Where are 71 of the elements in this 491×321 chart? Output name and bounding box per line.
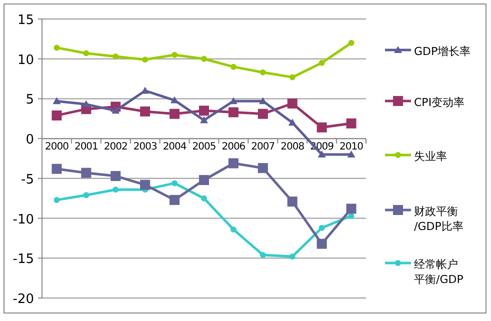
legend-label: 财政平衡/GDP比率 (414, 205, 464, 233)
point (54, 196, 60, 203)
point (260, 69, 266, 76)
point (82, 100, 90, 108)
point (52, 97, 61, 104)
point (287, 196, 298, 207)
point (258, 97, 267, 104)
point (112, 106, 120, 114)
x-tick-label: 2010 (340, 142, 364, 153)
legend-label: 失业率 (414, 150, 447, 163)
point (170, 194, 180, 205)
point (258, 163, 268, 174)
y-tick-label: 5 (26, 92, 34, 108)
x-tick-label: 2001 (74, 142, 98, 153)
point (318, 60, 325, 66)
point (346, 204, 356, 214)
x-tick-label: 2004 (162, 142, 186, 153)
point (289, 254, 296, 260)
point (201, 56, 207, 62)
point (172, 180, 178, 186)
x-tick-label: 2005 (192, 142, 216, 153)
x-tick-label: 2003 (133, 142, 157, 153)
y-tick-label: 15 (17, 13, 34, 28)
point (81, 168, 92, 178)
point (316, 122, 327, 132)
point (112, 186, 119, 193)
point (52, 110, 62, 120)
point (348, 40, 354, 46)
point (140, 106, 150, 116)
legend-label: CPI变动率 (414, 96, 465, 109)
point (199, 175, 209, 186)
point (140, 180, 150, 190)
point (288, 118, 296, 126)
point (228, 158, 238, 168)
y-tick-label: -20 (12, 292, 34, 307)
legend-label: 经常帐户平衡/GDP (414, 258, 464, 286)
point (201, 195, 207, 202)
point (287, 98, 298, 108)
point (142, 56, 148, 63)
legend-label: GDP增长率 (414, 45, 471, 58)
point (170, 108, 180, 119)
point (110, 171, 121, 182)
point (258, 108, 268, 119)
x-tick-label: 2000 (45, 142, 69, 153)
point (52, 164, 62, 174)
point (200, 116, 208, 124)
point (318, 150, 326, 158)
point (112, 53, 119, 60)
point (260, 252, 266, 258)
point (346, 118, 356, 128)
x-tick-label: 2002 (104, 142, 128, 153)
y-tick-label: 0 (26, 132, 34, 148)
point (83, 50, 90, 56)
point (172, 52, 178, 58)
point (228, 107, 238, 118)
y-tick-label: 10 (17, 52, 34, 68)
point (199, 106, 209, 116)
x-tick-label: 2007 (251, 142, 275, 153)
x-tick-label: 2006 (222, 142, 246, 153)
y-tick-label: -5 (21, 172, 34, 188)
point (230, 64, 236, 70)
point (83, 192, 90, 198)
point (54, 44, 60, 51)
point (316, 238, 327, 249)
point (289, 74, 296, 80)
x-tick-label: 2008 (280, 142, 304, 153)
point (230, 226, 236, 232)
point (318, 224, 325, 231)
y-tick-label: -15 (12, 252, 34, 268)
y-tick-label: -10 (12, 212, 34, 228)
point (347, 150, 356, 158)
